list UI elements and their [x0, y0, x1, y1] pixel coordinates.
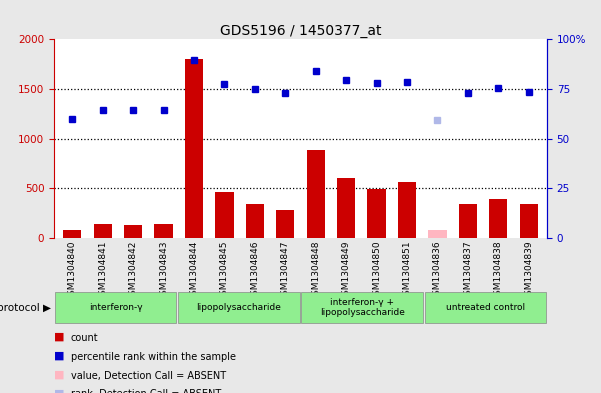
- Bar: [337, 178, 355, 238]
- Text: ■: ■: [54, 370, 64, 380]
- Bar: [367, 189, 386, 238]
- Text: rank, Detection Call = ABSENT: rank, Detection Call = ABSENT: [71, 389, 221, 393]
- Text: protocol ▶: protocol ▶: [0, 303, 51, 312]
- Text: interferon-γ: interferon-γ: [89, 303, 142, 312]
- Bar: [429, 230, 447, 238]
- FancyBboxPatch shape: [55, 292, 176, 323]
- Bar: [246, 204, 264, 238]
- Bar: [459, 204, 477, 238]
- Bar: [398, 182, 416, 238]
- Bar: [307, 151, 325, 238]
- Text: ■: ■: [54, 351, 64, 361]
- Text: value, Detection Call = ABSENT: value, Detection Call = ABSENT: [71, 371, 226, 380]
- Bar: [154, 224, 172, 238]
- Text: lipopolysaccharide: lipopolysaccharide: [197, 303, 281, 312]
- Bar: [63, 230, 82, 238]
- FancyBboxPatch shape: [302, 292, 423, 323]
- Text: percentile rank within the sample: percentile rank within the sample: [71, 352, 236, 362]
- Bar: [124, 225, 142, 238]
- FancyBboxPatch shape: [178, 292, 299, 323]
- Bar: [489, 199, 507, 238]
- Text: ■: ■: [54, 332, 64, 342]
- Bar: [519, 204, 538, 238]
- Bar: [215, 192, 234, 238]
- Text: count: count: [71, 333, 99, 343]
- Title: GDS5196 / 1450377_at: GDS5196 / 1450377_at: [220, 24, 381, 38]
- Bar: [94, 224, 112, 238]
- FancyBboxPatch shape: [425, 292, 546, 323]
- Bar: [185, 59, 203, 238]
- Text: ■: ■: [54, 389, 64, 393]
- Bar: [276, 210, 294, 238]
- Text: interferon-γ +
lipopolysaccharide: interferon-γ + lipopolysaccharide: [320, 298, 404, 317]
- Text: untreated control: untreated control: [446, 303, 525, 312]
